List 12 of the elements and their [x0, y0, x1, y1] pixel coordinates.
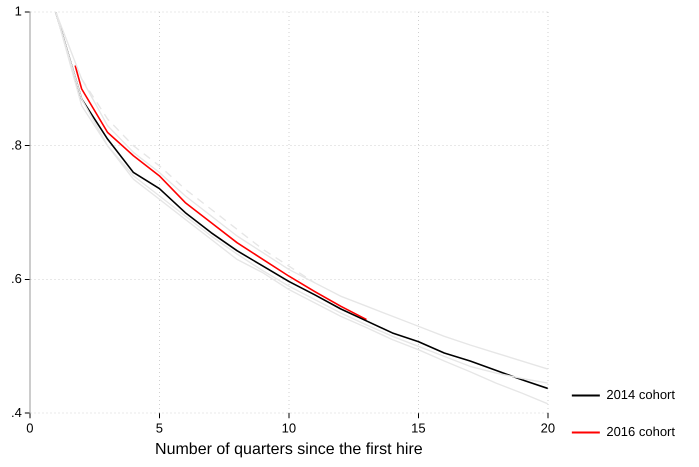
y-tick-label: .4 — [11, 404, 22, 420]
x-tick-label: 15 — [411, 420, 426, 436]
legend-label: 2016 cohort — [606, 424, 676, 440]
y-tick-label: .8 — [11, 137, 22, 152]
legend-label: 2014 cohort — [606, 387, 676, 402]
x-tick-label: 0 — [26, 420, 34, 436]
x-tick-label: 5 — [156, 420, 163, 436]
x-tick-label: 20 — [540, 420, 556, 436]
x-axis-title: Number of quarters since the first hire — [155, 440, 423, 458]
y-tick-label: 1 — [14, 4, 22, 19]
y-tick-label: .6 — [11, 271, 22, 286]
x-tick-label: 10 — [282, 420, 296, 436]
